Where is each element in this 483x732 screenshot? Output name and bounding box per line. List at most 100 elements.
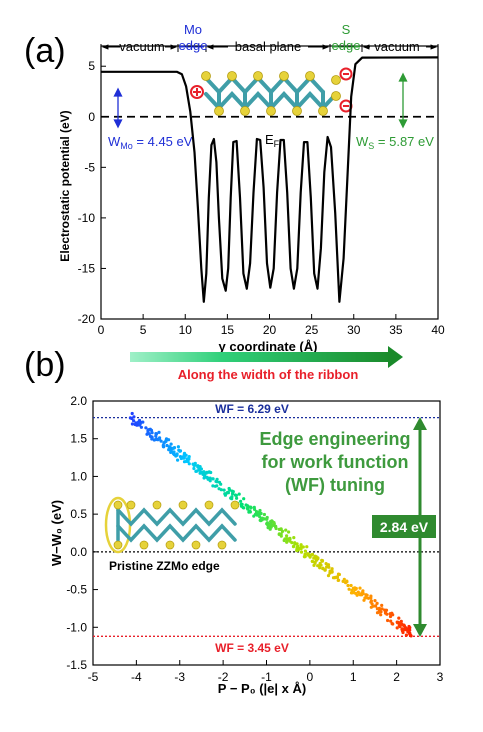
- scatter-point: [199, 467, 203, 471]
- scatter-point: [199, 470, 203, 474]
- scatter-point: [314, 557, 319, 562]
- scatter-point: [139, 425, 143, 429]
- scatter-point: [285, 534, 289, 538]
- wf-bottom-label: WF = 3.45 eV: [215, 641, 289, 655]
- scatter-point: [158, 436, 162, 440]
- panel-a-y-tick-label: -10: [78, 211, 96, 225]
- scatter-point: [130, 416, 134, 421]
- scatter-point: [408, 626, 412, 630]
- scatter-point: [146, 428, 151, 432]
- panel-b-label: (b): [24, 346, 66, 384]
- scatter-point: [305, 545, 309, 549]
- scatter-point: [154, 432, 158, 436]
- scatter-point: [235, 496, 239, 500]
- scatter-point: [375, 611, 380, 615]
- wf-s-arrow: [398, 72, 408, 129]
- scatter-point: [303, 549, 307, 553]
- scatter-point: [403, 626, 408, 630]
- mos2-ribbon-illustration: [190, 67, 353, 116]
- scatter-point: [141, 420, 145, 424]
- scatter-point: [226, 490, 230, 494]
- scatter-point: [291, 545, 296, 549]
- scatter-point: [237, 492, 241, 496]
- delta-wf-label: 2.84 eV: [380, 519, 429, 535]
- scatter-point: [290, 541, 294, 545]
- scatter-point: [375, 607, 379, 611]
- scatter-point: [154, 437, 158, 442]
- scatter-point: [202, 470, 206, 474]
- scatter-point: [193, 463, 197, 467]
- scatter-point: [149, 428, 154, 432]
- scatter-point: [274, 524, 278, 528]
- scatter-point: [229, 496, 233, 500]
- panel-b-x-tick-label: -4: [131, 670, 142, 684]
- panel-b-y-tick-label: 2.0: [70, 394, 87, 408]
- panel-b-y-tick-label: -0.5: [66, 583, 87, 597]
- scatter-point: [230, 489, 234, 493]
- scatter-point: [182, 456, 186, 460]
- pristine-structure-label: Pristine ZZMo edge: [109, 559, 220, 573]
- panel-a-x-tick-label: 20: [263, 323, 277, 337]
- scatter-point: [172, 446, 176, 450]
- scatter-point: [369, 600, 373, 604]
- scatter-point: [157, 430, 161, 434]
- scatter-point: [292, 536, 296, 540]
- mo-edge-label-line1: Mo: [184, 22, 202, 37]
- mo-edge-label-line2: edge: [179, 38, 208, 53]
- scatter-point: [320, 559, 325, 563]
- panel-a-y-tick-label: 0: [88, 110, 95, 124]
- panel-b-y-tick-label: 1.5: [70, 432, 87, 446]
- panel-a-xlabel: y coordinate (Å): [219, 339, 318, 354]
- scatter-point: [301, 545, 305, 549]
- scatter-point: [344, 581, 348, 585]
- panel-b-axes: -5 -4 -3 -2 -1 0 1 2 3 -1.5 -1.0 -0.5 0.0 0.5 1.0 1.5 2.…: [66, 394, 443, 684]
- panel-a-x-tick-label: 35: [389, 323, 403, 337]
- panel-a-y-tick-label: -15: [78, 261, 96, 275]
- scatter-point: [358, 586, 362, 590]
- scatter-point: [379, 613, 383, 617]
- scatter-point: [239, 499, 243, 503]
- scatter-point: [364, 596, 368, 600]
- scatter-point: [215, 484, 219, 488]
- scatter-point: [327, 565, 331, 569]
- scatter-point: [258, 515, 262, 519]
- panel-a-ylabel: Electrostatic potential (eV): [58, 110, 72, 261]
- scatter-point: [252, 514, 256, 518]
- scatter-point: [252, 505, 256, 509]
- scatter-point: [299, 550, 304, 554]
- scatter-point: [333, 575, 337, 580]
- scatter-point: [182, 451, 187, 455]
- scatter-point: [287, 530, 291, 534]
- scatter-point: [132, 419, 136, 423]
- scatter-point: [194, 469, 198, 473]
- panel-a-x-tick-label: 0: [98, 323, 105, 337]
- fermi-level-label: EF: [265, 132, 280, 149]
- scatter-point: [162, 441, 166, 445]
- scatter-point: [288, 536, 292, 541]
- scatter-point: [390, 622, 394, 626]
- scatter-point: [150, 437, 154, 441]
- panel-b-y-tick-label: -1.0: [66, 620, 87, 634]
- scatter-point: [342, 577, 346, 581]
- scatter-point: [257, 512, 262, 516]
- scatter-point: [208, 476, 212, 480]
- scatter-point: [330, 569, 334, 573]
- panel-b-x-tick-label: 2: [393, 670, 400, 684]
- scatter-point: [395, 626, 399, 630]
- scatter-point: [405, 628, 409, 632]
- region-separators: [100, 44, 439, 52]
- scatter-point: [346, 583, 350, 588]
- delta-wf-box: [372, 515, 436, 538]
- scatter-point: [246, 507, 250, 511]
- panel-a-axes: 0 5 10 15 20 25 30 35 40 -20 -15 -10 -5 0 5: [78, 59, 445, 337]
- scatter-point: [272, 521, 276, 525]
- scatter-point: [202, 476, 206, 480]
- scatter-point: [380, 607, 384, 611]
- scatter-point: [388, 612, 392, 616]
- scatter-point: [302, 555, 306, 559]
- scatter-point: [227, 486, 231, 491]
- scatter-point: [262, 512, 266, 517]
- scatter-point: [239, 502, 243, 506]
- scatter-point: [375, 601, 379, 606]
- s-edge-label-line1: S: [342, 22, 351, 37]
